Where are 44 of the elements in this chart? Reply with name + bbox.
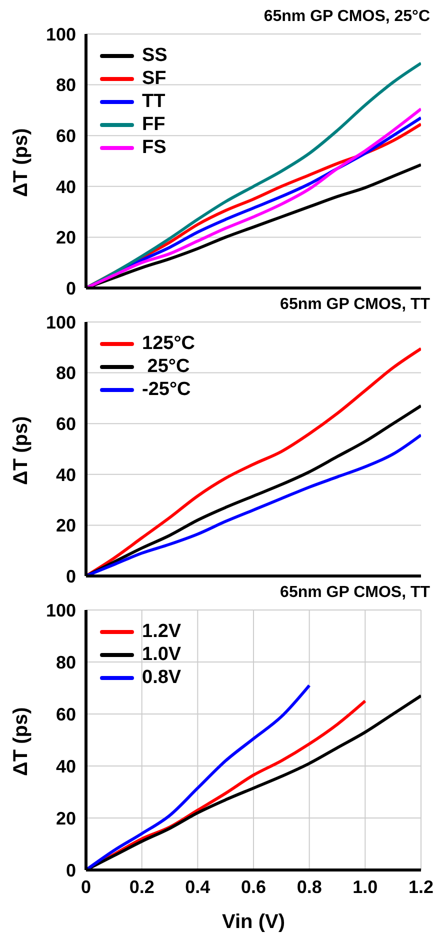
x-tick-label: 0.4 xyxy=(185,876,210,897)
y-tick-label: 100 xyxy=(46,600,76,620)
legend-label: 25°C xyxy=(146,355,190,378)
legend-label: FF xyxy=(142,113,166,136)
x-tick-label: 1.0 xyxy=(352,876,378,897)
y-tick-label: 80 xyxy=(56,75,76,96)
x-axis-title: Vin (V) xyxy=(222,911,285,933)
legend-label: SS xyxy=(142,44,168,67)
y-tick-label: 60 xyxy=(56,126,76,146)
y-tick-label: 80 xyxy=(56,363,76,384)
y-tick-label: 60 xyxy=(56,414,76,434)
x-tick-label: 0.6 xyxy=(240,876,266,897)
y-tick-label: 0 xyxy=(66,566,76,586)
legend-label: SF xyxy=(142,67,166,90)
chart-title: 65nm GP CMOS, TT xyxy=(280,584,430,601)
line-series xyxy=(86,684,311,870)
legend-label: 1.0V xyxy=(142,643,182,666)
legend-label: TT xyxy=(142,90,166,113)
y-tick-label: 40 xyxy=(56,176,76,197)
y-tick-label: 0 xyxy=(66,278,76,298)
legend-label: -25°C xyxy=(142,378,191,401)
y-tick-label: 100 xyxy=(46,312,76,332)
y-tick-label: 20 xyxy=(56,228,76,248)
chart-title: 65nm GP CMOS, TT xyxy=(280,296,430,313)
y-tick-label: 40 xyxy=(56,756,76,776)
x-tick-label: 0.2 xyxy=(129,876,154,897)
chart-title: 65nm GP CMOS, 25°C xyxy=(262,8,431,26)
y-tick-label: 60 xyxy=(56,704,76,724)
y-axis-title: ΔT (ps) xyxy=(10,707,32,776)
legend-label: 1.2V xyxy=(142,620,182,643)
x-tick-label: 0 xyxy=(80,876,92,897)
y-tick-label: 0 xyxy=(66,860,76,880)
legend-label: FS xyxy=(142,136,166,159)
y-tick-label: 40 xyxy=(56,464,76,485)
y-tick-label: 20 xyxy=(56,808,76,828)
legend-label: 0.8V xyxy=(142,666,182,689)
x-tick-label: 1.2 xyxy=(408,876,434,897)
y-tick-label: 20 xyxy=(56,516,76,536)
x-tick-label: 0.8 xyxy=(296,876,322,897)
y-tick-label: 100 xyxy=(46,24,76,44)
y-axis-title: ΔT (ps) xyxy=(10,416,32,485)
y-axis-title: ΔT (ps) xyxy=(10,128,32,197)
y-tick-label: 80 xyxy=(56,652,76,672)
legend-label: 125°C xyxy=(142,332,196,355)
